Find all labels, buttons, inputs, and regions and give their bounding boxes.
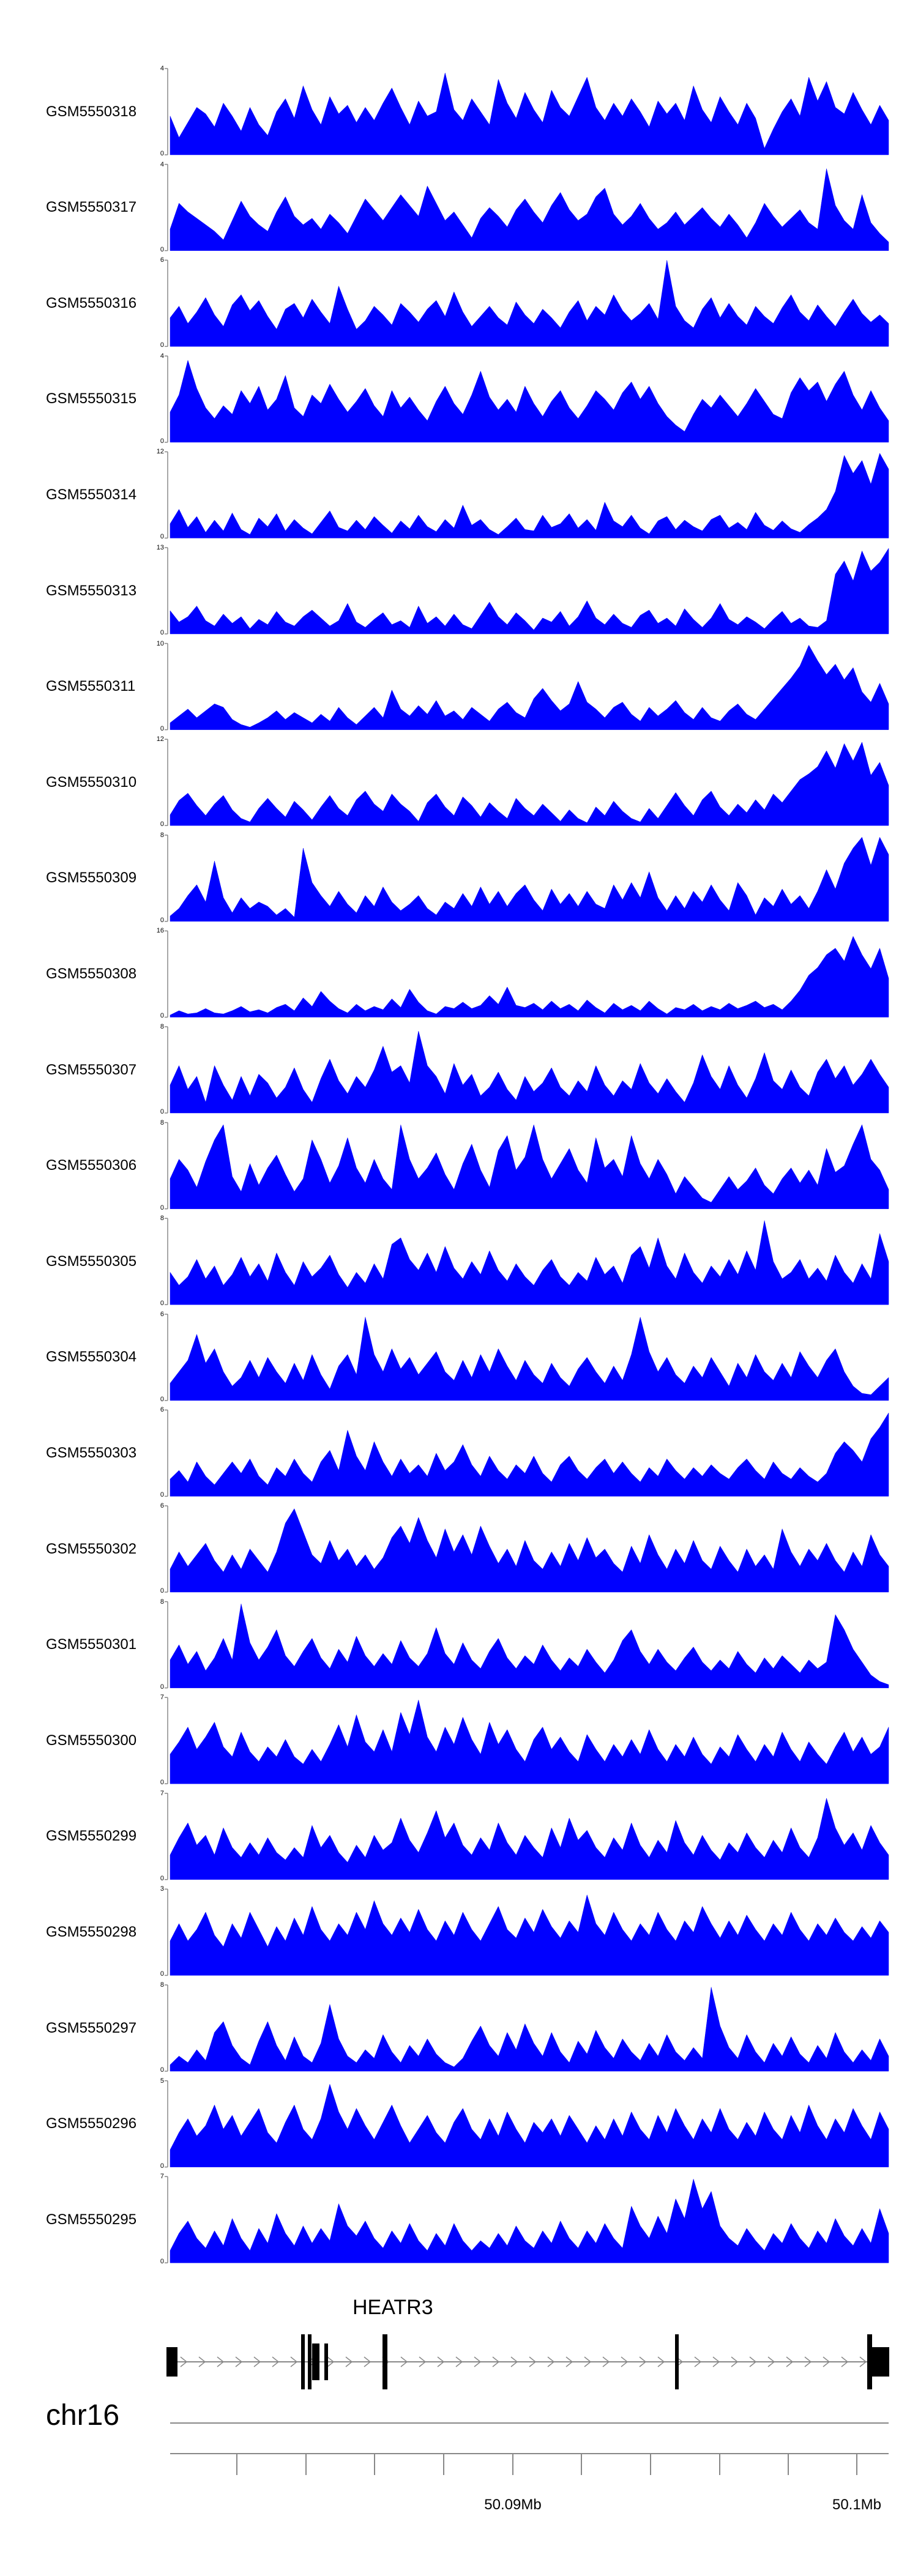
coverage-area-GSM5550298 [170, 1894, 889, 1976]
track-GSM5550300 [165, 1697, 889, 1784]
strand-arrow [290, 2356, 298, 2367]
track-GSM5550303 [165, 1409, 889, 1497]
track-GSM5550305 [165, 1218, 889, 1305]
strand-arrow [272, 2356, 280, 2367]
strand-arrow [180, 2356, 188, 2367]
track-GSM5550304 [165, 1314, 889, 1401]
strand-arrow [859, 2356, 867, 2367]
strand-arrow [419, 2356, 427, 2367]
track-GSM5550296 [165, 2080, 889, 2168]
coverage-area-GSM5550304 [170, 1317, 889, 1401]
track-GSM5550318 [165, 68, 889, 155]
coverage-area-GSM5550300 [170, 1700, 889, 1784]
exon-block [867, 2334, 872, 2389]
coverage-area-GSM5550317 [170, 168, 889, 251]
strand-arrow [253, 2356, 261, 2367]
exon-block [872, 2347, 889, 2377]
track-GSM5550310 [165, 739, 889, 826]
strand-arrow [731, 2356, 739, 2367]
strand-arrow [235, 2356, 243, 2367]
coverage-area-GSM5550303 [170, 1412, 889, 1497]
coverage-area-GSM5550315 [170, 359, 889, 443]
coverage-area-GSM5550305 [170, 1220, 889, 1305]
track-GSM5550297 [165, 1984, 889, 2072]
coverage-area-GSM5550306 [170, 1124, 889, 1209]
strand-arrow [823, 2356, 830, 2367]
strand-arrow [767, 2356, 775, 2367]
exon-block [324, 2343, 328, 2380]
strand-arrow [657, 2356, 665, 2367]
strand-arrow [694, 2356, 702, 2367]
coverage-area-GSM5550297 [170, 1987, 889, 2072]
coverage-area-GSM5550299 [170, 1797, 889, 1880]
coverage-area-GSM5550302 [170, 1508, 889, 1593]
track-GSM5550316 [165, 259, 889, 347]
coverage-area-GSM5550296 [170, 2083, 889, 2167]
exon-block [675, 2334, 679, 2389]
strand-arrow [621, 2356, 629, 2367]
track-GSM5550298 [165, 1888, 889, 1976]
track-GSM5550306 [165, 1122, 889, 1210]
strand-arrow [492, 2356, 500, 2367]
strand-arrow [841, 2356, 849, 2367]
coverage-area-GSM5550311 [170, 644, 889, 730]
strand-arrow [804, 2356, 812, 2367]
strand-arrow [510, 2356, 518, 2367]
strand-arrow [565, 2356, 573, 2367]
strand-arrow [749, 2356, 757, 2367]
coverage-area-GSM5550309 [170, 836, 889, 922]
strand-arrow [345, 2356, 353, 2367]
coverage-area-GSM5550316 [170, 260, 889, 347]
coverage-area-GSM5550318 [170, 73, 889, 155]
strand-arrow [547, 2356, 555, 2367]
track-GSM5550309 [165, 835, 889, 922]
track-GSM5550307 [165, 1026, 889, 1114]
track-GSM5550311 [165, 642, 889, 731]
exon-block [312, 2343, 319, 2380]
strand-arrow [217, 2356, 225, 2367]
coverage-area-GSM5550313 [170, 548, 889, 635]
exon-block [301, 2334, 305, 2389]
strand-arrow [327, 2356, 335, 2367]
coverage-area-GSM5550308 [170, 936, 889, 1018]
track-GSM5550313 [165, 547, 889, 635]
coverage-area-GSM5550307 [170, 1030, 889, 1114]
gene-model-track [166, 2334, 889, 2389]
track-GSM5550299 [165, 1793, 889, 1880]
track-GSM5550308 [165, 930, 889, 1018]
exon-block [166, 2347, 177, 2377]
chromosome-label: chr16 [46, 2399, 120, 2432]
exon-block [382, 2334, 387, 2389]
strand-arrow [786, 2356, 794, 2367]
strand-arrow [584, 2356, 592, 2367]
strand-arrow [400, 2356, 408, 2367]
genome-axis [170, 2422, 889, 2475]
coverage-area-GSM5550314 [170, 453, 889, 538]
exon-block [308, 2334, 312, 2389]
coverage-area-GSM5550301 [170, 1604, 889, 1688]
gene-name-label: HEATR3 [353, 2296, 433, 2319]
strand-arrow [437, 2356, 445, 2367]
strand-arrow [364, 2356, 371, 2367]
track-GSM5550295 [165, 2176, 889, 2263]
strand-arrow [602, 2356, 610, 2367]
track-GSM5550301 [165, 1601, 889, 1689]
strand-arrow [529, 2356, 537, 2367]
strand-arrow [198, 2356, 206, 2367]
track-GSM5550315 [165, 356, 889, 443]
coverage-area-GSM5550295 [170, 2178, 889, 2263]
strand-arrow [712, 2356, 720, 2367]
strand-arrow [455, 2356, 463, 2367]
track-GSM5550302 [165, 1505, 889, 1593]
coverage-area-GSM5550310 [170, 742, 889, 826]
strand-arrow [474, 2356, 482, 2367]
track-GSM5550317 [165, 163, 889, 251]
strand-arrow [639, 2356, 647, 2367]
track-GSM5550314 [165, 451, 889, 539]
